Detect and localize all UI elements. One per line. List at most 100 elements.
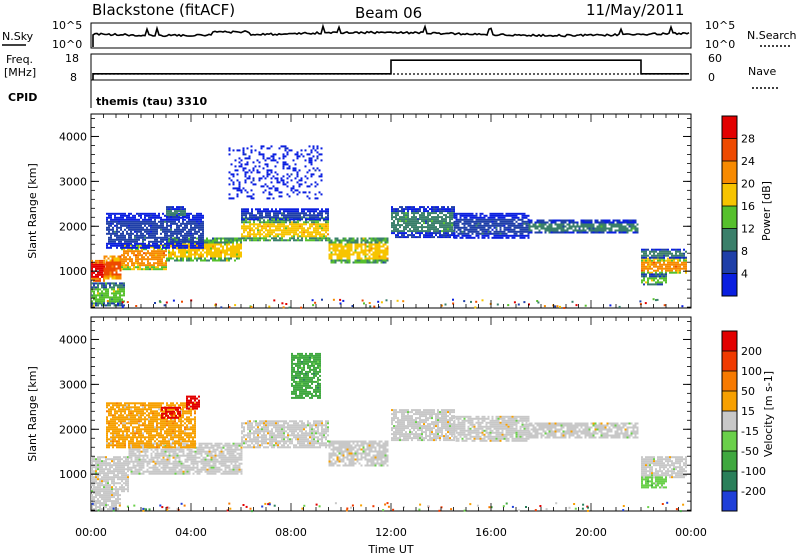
power-pixel <box>120 239 122 241</box>
power-pixel <box>97 276 99 278</box>
velocity-pixel <box>103 476 105 478</box>
power-pixel <box>295 153 297 155</box>
power-pixel <box>136 235 138 237</box>
power-pixel <box>126 245 128 247</box>
power-pixel <box>192 221 194 223</box>
power-pixel <box>605 226 607 228</box>
power-pixel <box>333 246 335 248</box>
power-pixel <box>289 216 291 218</box>
power-pixel <box>176 233 178 235</box>
power-pixel <box>120 217 122 219</box>
power-pixel <box>99 278 101 280</box>
power-pixel <box>95 304 97 306</box>
power-pixel <box>162 221 164 223</box>
power-pixel <box>200 239 202 241</box>
power-pixel <box>593 224 595 226</box>
power-pixel <box>486 231 488 233</box>
power-pixel <box>150 223 152 225</box>
power-pixel <box>154 239 156 241</box>
power-pixel <box>281 212 283 214</box>
power-pixel <box>180 254 182 256</box>
power-pixel <box>325 225 327 227</box>
power-pixel <box>431 220 433 222</box>
power-pixel <box>140 237 142 239</box>
power-pixel <box>259 214 261 216</box>
power-pixel <box>343 246 345 248</box>
power-pixel <box>403 226 405 228</box>
power-pixel <box>321 210 323 212</box>
power-pixel <box>166 237 168 239</box>
power-pixel <box>667 270 669 272</box>
power-pixel <box>259 219 261 221</box>
power-pixel <box>655 275 657 277</box>
power-pixel <box>496 229 498 231</box>
power-pixel <box>192 245 194 247</box>
power-pixel <box>367 254 369 256</box>
velocity-pixel <box>91 488 93 490</box>
power-pixel <box>271 237 273 239</box>
power-pixel <box>237 187 239 189</box>
power-pixel <box>395 212 397 214</box>
power-pixel <box>484 227 486 229</box>
power-pixel <box>643 283 645 285</box>
power-pixel <box>361 250 363 252</box>
power-pixel <box>435 212 437 214</box>
power-pixel <box>131 250 133 252</box>
power-pixel <box>137 250 139 252</box>
power-pixel <box>311 225 313 227</box>
power-pixel <box>129 256 131 258</box>
power-pixel <box>653 262 655 264</box>
power-pixel <box>488 229 490 231</box>
power-pixel <box>349 246 351 248</box>
power-pixel <box>295 169 297 171</box>
power-pixel <box>627 222 629 224</box>
velocity-pixel <box>101 466 103 468</box>
power-pixel <box>357 258 359 260</box>
power-pixel <box>401 218 403 220</box>
power-pixel <box>502 217 504 219</box>
velocity-pixel <box>115 470 117 472</box>
power-pixel <box>287 219 289 221</box>
power-pixel <box>273 175 275 177</box>
power-pixel <box>267 208 269 210</box>
power-pixel <box>307 227 309 229</box>
power-pixel <box>317 223 319 225</box>
power-pixel <box>597 230 599 232</box>
power-pixel <box>137 254 139 256</box>
power-pixel <box>283 163 285 165</box>
power-pixel <box>146 247 148 249</box>
power-pixel <box>110 215 112 217</box>
power-pixel <box>375 262 377 264</box>
power-pixel <box>539 226 541 228</box>
power-pixel <box>255 214 257 216</box>
power-pixel <box>283 161 285 163</box>
power-pixel <box>359 258 361 260</box>
power-pixel <box>108 243 110 245</box>
power-pixel <box>118 262 120 264</box>
power-pixel <box>403 210 405 212</box>
power-pixel <box>351 244 353 246</box>
power-pixel <box>289 221 291 223</box>
power-pixel <box>325 239 327 241</box>
power-pixel <box>273 223 275 225</box>
power-pixel <box>659 277 661 279</box>
power-pixel <box>261 153 263 155</box>
power-pixel <box>419 230 421 232</box>
power-pixel <box>333 250 335 252</box>
power-pixel <box>437 208 439 210</box>
power-pixel <box>163 252 165 254</box>
power-pixel <box>337 238 339 240</box>
power-pixel <box>108 270 110 272</box>
power-pixel <box>108 264 110 266</box>
power-pixel <box>419 210 421 212</box>
power-pixel <box>423 210 425 212</box>
power-pixel <box>241 233 243 235</box>
power-pixel <box>343 248 345 250</box>
power-pixel <box>245 229 247 231</box>
power-pixel <box>529 228 531 230</box>
power-pixel <box>148 223 150 225</box>
power-pixel <box>99 270 101 272</box>
power-pixel <box>176 206 178 208</box>
power-pixel <box>454 221 456 223</box>
